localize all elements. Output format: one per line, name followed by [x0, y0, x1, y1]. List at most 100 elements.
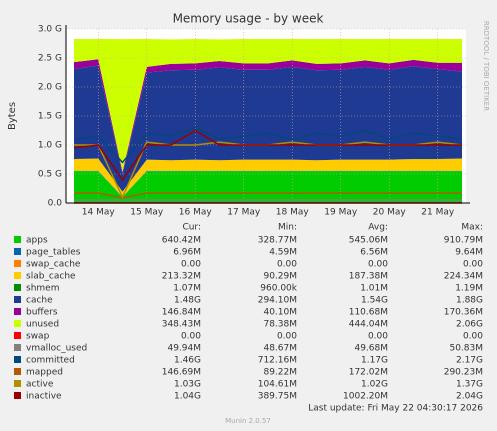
stat-value: 4.59M: [269, 248, 297, 258]
stat-value: 6.96M: [173, 248, 201, 258]
stat-value: 224.34M: [444, 272, 483, 282]
stat-value: 0.00: [368, 332, 388, 342]
area: [74, 38, 462, 172]
stat-value: 0.00: [463, 260, 483, 270]
y-axis-label: Bytes: [7, 102, 18, 130]
stat-value: 444.04M: [349, 320, 388, 330]
stat-value: 89.22M: [263, 368, 297, 378]
stat-value: 0.00: [181, 332, 201, 342]
stat-value: 2.06G: [456, 320, 483, 330]
legend-swatch: [14, 248, 21, 255]
side-note: RRDTOOL / TOBI OETIKER: [482, 21, 490, 111]
legend-label: apps: [26, 236, 48, 246]
stat-value: 0.00: [181, 260, 201, 270]
legend-swatch: [14, 308, 21, 315]
x-tick-label: 19 May: [324, 208, 358, 218]
stat-value: 50.83M: [449, 344, 483, 354]
legend-swatch: [14, 344, 21, 351]
last-update: Last update: Fri May 22 04:30:17 2026: [308, 404, 483, 414]
stat-value: 1.88G: [456, 296, 483, 306]
legend-swatch: [14, 332, 21, 339]
stats-header: Avg:: [368, 223, 388, 233]
stats-header: Min:: [278, 223, 297, 233]
area: [74, 65, 462, 192]
stat-value: 48.67M: [263, 344, 297, 354]
stat-value: 49.94M: [167, 344, 201, 354]
stat-value: 1.37G: [456, 380, 483, 390]
stat-value: 910.79M: [444, 236, 483, 246]
stat-value: 2.04G: [456, 392, 483, 402]
chart-title: Memory usage - by week: [173, 12, 324, 26]
x-tick-label: 15 May: [130, 208, 164, 218]
x-tick-label: 17 May: [227, 208, 261, 218]
legend-swatch: [14, 392, 21, 399]
stat-value: 104.61M: [258, 380, 297, 390]
footer: Munin 2.0.57: [225, 417, 271, 425]
x-tick-label: 18 May: [276, 208, 310, 218]
y-tick-label: 3.0 G: [38, 25, 62, 35]
stat-value: 90.29M: [263, 272, 297, 282]
stats-header: Max:: [461, 223, 483, 233]
legend-label: swap: [26, 332, 50, 342]
stat-value: 640.42M: [162, 236, 201, 246]
x-tick-label: 21 May: [421, 208, 455, 218]
legend-label: inactive: [26, 392, 62, 402]
legend-label: unused: [26, 320, 59, 330]
stat-value: 328.77M: [258, 236, 297, 246]
stat-value: 348.43M: [162, 320, 201, 330]
stat-value: 1.02G: [361, 380, 388, 390]
stat-value: 9.64M: [455, 248, 483, 258]
stat-value: 545.06M: [349, 236, 388, 246]
stat-value: 712.16M: [258, 356, 297, 366]
stat-value: 1.04G: [174, 392, 201, 402]
legend-label: committed: [26, 356, 75, 366]
stat-value: 146.84M: [162, 308, 201, 318]
stat-value: 0.00: [463, 332, 483, 342]
legend-label: cache: [26, 296, 53, 306]
stats-header: Cur:: [182, 223, 201, 233]
legend-swatch: [14, 296, 21, 303]
stat-value: 1.17G: [361, 356, 388, 366]
y-tick-label: 2.5 G: [38, 54, 62, 64]
stat-value: 2.17G: [456, 356, 483, 366]
stat-value: 1.03G: [174, 380, 201, 390]
legend-swatch: [14, 356, 21, 363]
legend-swatch: [14, 380, 21, 387]
stat-value: 1.48G: [174, 296, 201, 306]
stat-value: 0.00: [368, 260, 388, 270]
legend-swatch: [14, 236, 21, 243]
x-tick-label: 16 May: [179, 208, 213, 218]
stat-value: 294.10M: [258, 296, 297, 306]
stat-value: 1.54G: [361, 296, 388, 306]
stat-value: 290.23M: [444, 368, 483, 378]
stat-value: 170.36M: [444, 308, 483, 318]
stat-value: 187.38M: [349, 272, 388, 282]
legend-label: active: [26, 380, 54, 390]
y-tick-label: 1.0 G: [38, 141, 62, 151]
legend-label: page_tables: [26, 248, 81, 258]
stat-value: 6.56M: [360, 248, 388, 258]
y-tick-label: 0.0: [48, 199, 63, 209]
stat-value: 389.75M: [258, 392, 297, 402]
stat-value: 78.38M: [263, 320, 297, 330]
legend-label: swap_cache: [26, 260, 81, 270]
area: [74, 158, 462, 197]
area: [74, 171, 462, 203]
legend-swatch: [14, 320, 21, 327]
stat-value: 40.10M: [263, 308, 297, 318]
stat-value: 1.01M: [360, 284, 388, 294]
stat-value: 1002.20M: [343, 392, 388, 402]
stat-value: 172.02M: [349, 368, 388, 378]
legend-label: mapped: [26, 368, 63, 378]
legend-swatch: [14, 272, 21, 279]
legend-swatch: [14, 284, 21, 291]
legend-label: shmem: [26, 284, 59, 294]
y-tick-label: 1.5 G: [38, 112, 62, 122]
stat-value: 0.00: [277, 332, 297, 342]
stat-value: 960.00k: [260, 284, 297, 294]
stat-value: 1.19M: [455, 284, 483, 294]
legend-label: buffers: [26, 308, 58, 318]
stat-value: 213.32M: [162, 272, 201, 282]
stat-value: 0.00: [277, 260, 297, 270]
